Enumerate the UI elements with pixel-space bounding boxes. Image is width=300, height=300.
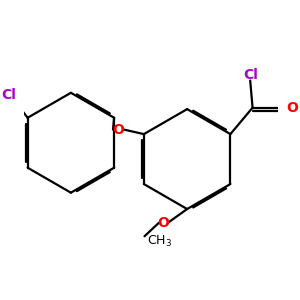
Text: Cl: Cl: [243, 68, 258, 82]
Text: Cl: Cl: [2, 88, 16, 103]
Text: CH$_3$: CH$_3$: [147, 234, 172, 249]
Text: O: O: [158, 216, 169, 230]
Text: O: O: [112, 123, 124, 136]
Text: O: O: [286, 101, 298, 115]
